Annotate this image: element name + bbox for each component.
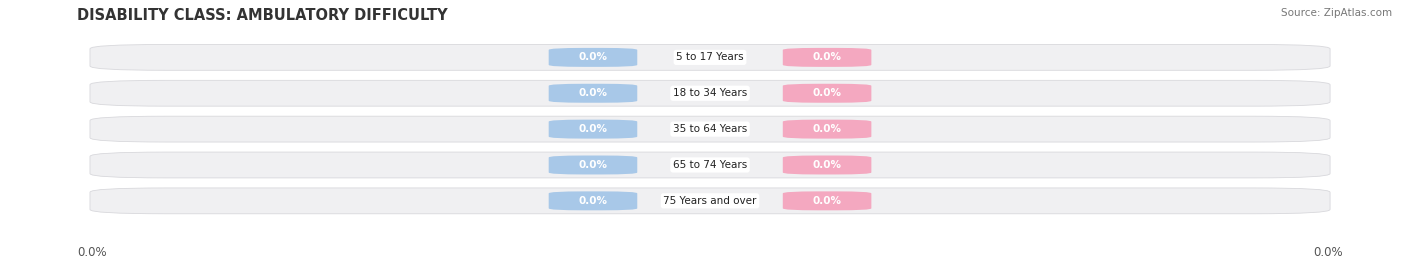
Text: 0.0%: 0.0% <box>813 124 842 134</box>
Text: 0.0%: 0.0% <box>1313 246 1343 259</box>
Text: 0.0%: 0.0% <box>578 52 607 62</box>
Text: 0.0%: 0.0% <box>578 160 607 170</box>
FancyBboxPatch shape <box>548 48 637 67</box>
FancyBboxPatch shape <box>90 116 1330 142</box>
FancyBboxPatch shape <box>548 191 637 210</box>
FancyBboxPatch shape <box>783 48 872 67</box>
Text: 75 Years and over: 75 Years and over <box>664 196 756 206</box>
Text: 0.0%: 0.0% <box>813 52 842 62</box>
Text: 5 to 17 Years: 5 to 17 Years <box>676 52 744 62</box>
Text: 0.0%: 0.0% <box>578 88 607 98</box>
FancyBboxPatch shape <box>783 191 872 210</box>
Text: 18 to 34 Years: 18 to 34 Years <box>673 88 747 98</box>
Text: 0.0%: 0.0% <box>77 246 107 259</box>
Text: 0.0%: 0.0% <box>813 160 842 170</box>
FancyBboxPatch shape <box>90 188 1330 214</box>
FancyBboxPatch shape <box>783 155 872 175</box>
Text: 35 to 64 Years: 35 to 64 Years <box>673 124 747 134</box>
FancyBboxPatch shape <box>90 44 1330 70</box>
Text: 0.0%: 0.0% <box>578 124 607 134</box>
Text: 0.0%: 0.0% <box>813 88 842 98</box>
Text: DISABILITY CLASS: AMBULATORY DIFFICULTY: DISABILITY CLASS: AMBULATORY DIFFICULTY <box>77 8 449 23</box>
Text: Source: ZipAtlas.com: Source: ZipAtlas.com <box>1281 8 1392 18</box>
FancyBboxPatch shape <box>783 120 872 139</box>
Text: 0.0%: 0.0% <box>578 196 607 206</box>
FancyBboxPatch shape <box>783 84 872 103</box>
Text: 0.0%: 0.0% <box>813 196 842 206</box>
FancyBboxPatch shape <box>548 84 637 103</box>
Text: 65 to 74 Years: 65 to 74 Years <box>673 160 747 170</box>
FancyBboxPatch shape <box>90 80 1330 106</box>
FancyBboxPatch shape <box>90 152 1330 178</box>
FancyBboxPatch shape <box>548 120 637 139</box>
FancyBboxPatch shape <box>548 155 637 175</box>
